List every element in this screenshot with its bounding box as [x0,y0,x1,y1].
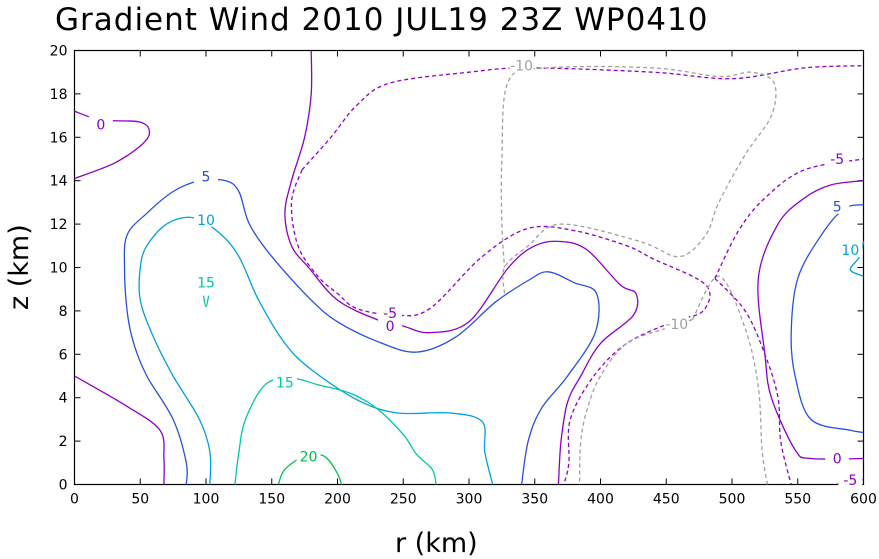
y-tick-label: 10 [50,261,68,277]
y-tick-label: 6 [59,347,68,363]
chart-title: Gradient Wind 2010 JUL19 23Z WP0410 [55,2,708,38]
y-tick-label: 20 [50,44,68,60]
contour-label: -5 [830,152,844,168]
contour-line-15 [202,295,210,308]
y-tick-label: 14 [50,174,68,190]
contour-label-bg [825,450,850,466]
x-tick-label: 250 [390,492,417,508]
contour-label: 10 [841,243,859,259]
contour-label: 0 [833,451,842,467]
contour-label: 15 [197,276,215,292]
contour-label: 10 [197,213,215,229]
contour-label-bg [272,374,297,390]
y-tick-label: 4 [59,391,68,407]
x-tick-label: 150 [258,492,285,508]
contour-line-neg10 [500,65,777,294]
contour-label-bg [378,305,403,321]
contour-label: 5 [833,200,842,216]
y-tick-label: 8 [59,304,68,320]
contour-label-bg [378,318,403,334]
contour-line-neg5 [290,169,711,485]
y-tick-label: 2 [59,434,68,450]
contour-line-5 [790,203,864,434]
contour-label-bg [825,198,850,214]
y-axis-label: z (km) [4,224,35,310]
contour-line-neg10 [691,275,769,485]
contour-line-neg5 [301,65,864,171]
contour-label-bg [194,168,218,184]
contour-label-bg [509,57,534,73]
x-tick-label: 200 [324,492,351,508]
contour-line-0 [284,50,639,485]
x-axis-label: r (km) [395,528,478,559]
contour-line-15 [234,377,437,485]
y-tick-label: 18 [50,87,68,103]
contour-label: -10 [510,59,533,75]
contour-line-neg5 [714,277,792,485]
x-tick-label: 600 [850,492,877,508]
contour-label-bg [88,116,113,132]
contour-label-bg [194,274,218,290]
x-tick-label: 500 [719,492,746,508]
x-tick-label: 550 [784,492,811,508]
contour-label-bg [838,242,863,258]
contour-line-0 [757,180,864,460]
contour-label: 0 [386,319,395,335]
y-tick-label: 12 [50,217,68,233]
axis-ticks: 0 50 100 150 200 250 300 350 400 450 500 550 6000246… [50,44,877,508]
contour-label: -5 [383,306,397,322]
contour-label: 5 [202,169,211,185]
y-tick-label: 0 [59,478,68,494]
contour-line-neg10 [578,318,693,485]
x-tick-label: 300 [456,492,483,508]
x-tick-label: 350 [521,492,548,508]
contour-line-0 [74,375,165,485]
contour-label: -5 [843,473,857,489]
contour-label: 20 [300,449,318,465]
contour-lines [74,50,865,486]
contour-label: 0 [96,117,105,133]
contour-line-neg5 [714,158,864,279]
contour-line-10 [138,216,494,485]
x-tick-label: 450 [653,492,680,508]
contour-label: -10 [665,317,688,333]
contour-label-bg [664,315,689,331]
y-tick-label: 16 [50,130,68,146]
contour-label-bg [194,211,218,227]
contour-label-bg [838,472,863,488]
contour-line-5 [123,178,600,485]
contour-label-bg [825,151,850,166]
x-tick-label: 400 [587,492,614,508]
plot-frame [73,49,865,486]
x-tick-label: 50 [131,492,149,508]
contour-label: 15 [276,376,294,392]
x-tick-label: 0 [70,492,79,508]
x-tick-label: 100 [193,492,220,508]
contour-label-bg [296,448,321,464]
